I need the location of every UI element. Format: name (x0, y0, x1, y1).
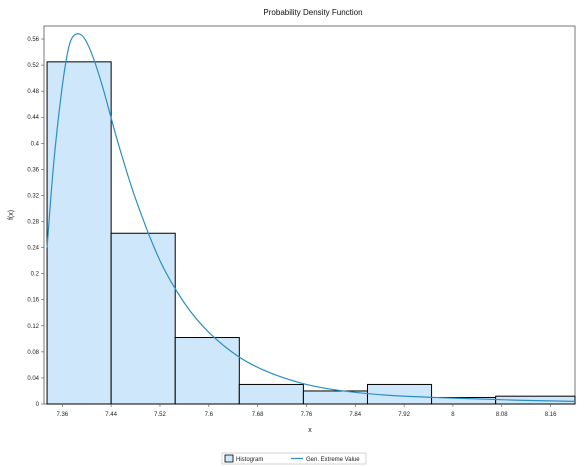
x-axis-title: x (308, 427, 312, 434)
chart-title: Probability Density Function (263, 8, 362, 17)
x-tick-label: 7.6 (205, 412, 214, 418)
y-tick-label: 0.48 (27, 89, 39, 95)
histogram-bar (46, 61, 112, 405)
y-tick-label: 0.24 (27, 246, 39, 252)
x-tick-label: 7.76 (301, 412, 313, 418)
y-tick-label: 0.28 (27, 220, 39, 226)
y-tick-label: 0.36 (27, 167, 39, 173)
y-tick-label: 0 (36, 402, 40, 408)
y-tick-label: 0.44 (27, 115, 39, 121)
y-tick-label: 0.04 (27, 376, 39, 382)
x-tick-label: 7.68 (252, 412, 264, 418)
x-tick-label: 7.36 (56, 412, 68, 418)
legend: Histogram Gen. Extreme Value (221, 452, 367, 465)
y-axis-ticks: 0 0.04 0.08 0.12 0.16 0.2 0.24 0.28 0.32 0.36 0.4 0… (27, 37, 44, 408)
x-tick-label: 7.84 (349, 412, 361, 418)
y-tick-label: 0.16 (27, 298, 39, 304)
x-tick-label: 8.08 (496, 412, 508, 418)
y-tick-label: 0.4 (31, 141, 40, 147)
y-tick-label: 0.08 (27, 350, 39, 356)
y-tick-label: 0.52 (27, 63, 39, 69)
histogram-bar (110, 232, 176, 405)
x-axis-ticks: 7.36 7.44 7.52 7.6 7.68 7.76 7.84 7.92 8 8.08 8.16 (56, 404, 557, 418)
x-tick-label: 7.44 (105, 412, 117, 418)
y-axis-title: f(x) (8, 210, 15, 220)
y-tick-label: 0.2 (31, 272, 40, 278)
legend-histogram-swatch (224, 454, 234, 463)
x-tick-label: 7.92 (398, 412, 410, 418)
histogram-bar (238, 383, 304, 405)
y-tick-label: 0.32 (27, 193, 39, 199)
legend-curve-label: Gen. Extreme Value (306, 457, 360, 463)
gev-curve (46, 33, 576, 402)
x-tick-label: 7.52 (154, 412, 166, 418)
x-tick-label: 8 (451, 412, 455, 418)
y-tick-label: 0.12 (27, 324, 39, 330)
legend-histogram-label: Histogram (236, 457, 263, 463)
y-tick-label: 0.56 (27, 37, 39, 43)
histogram-bar (174, 337, 240, 405)
x-tick-label: 8.16 (545, 412, 557, 418)
